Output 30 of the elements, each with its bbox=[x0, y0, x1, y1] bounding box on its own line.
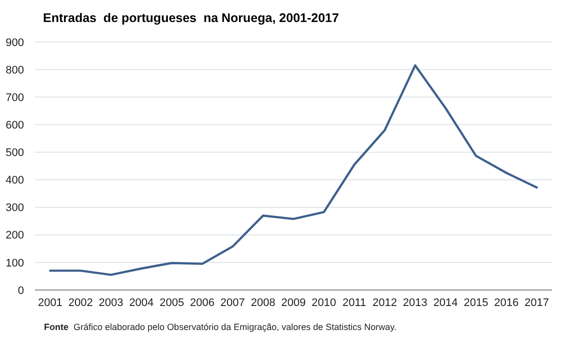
y-tick-label: 600 bbox=[6, 120, 24, 132]
x-tick-label: 2001 bbox=[38, 297, 62, 309]
y-tick-label: 800 bbox=[6, 64, 24, 76]
x-tick-label: 2006 bbox=[190, 297, 215, 309]
x-tick-label: 2011 bbox=[342, 297, 366, 309]
x-tick-label: 2002 bbox=[68, 297, 93, 309]
line-series bbox=[49, 64, 538, 276]
x-tick-label: 2015 bbox=[464, 297, 488, 309]
y-tick-label: 300 bbox=[6, 202, 24, 214]
x-tick-label: 2003 bbox=[98, 297, 124, 309]
x-tick-label: 2005 bbox=[160, 297, 184, 309]
x-tick-label: 2008 bbox=[250, 297, 276, 309]
chart-title: Entradas de portugueses na Noruega, 2001-2017 bbox=[43, 11, 339, 25]
y-tick-label: 900 bbox=[6, 36, 24, 49]
source-note: Fonte Gráfico elaborado pelo Observatório da Emigração, valores de Statistics Norway. bbox=[44, 322, 396, 332]
x-tick-label: 2009 bbox=[281, 297, 306, 309]
x-tick-label: 2014 bbox=[433, 297, 458, 309]
x-tick-label: 2017 bbox=[524, 297, 550, 309]
x-tick-label: 2010 bbox=[312, 297, 336, 309]
y-tick-label: 200 bbox=[6, 230, 24, 242]
x-tick-label: 2007 bbox=[220, 297, 245, 309]
y-tick-label: 0 bbox=[18, 284, 24, 297]
x-tick-label: 2004 bbox=[129, 297, 154, 309]
y-tick-label: 100 bbox=[6, 257, 24, 270]
y-tick-label: 700 bbox=[6, 92, 24, 104]
y-tick-label: 500 bbox=[6, 147, 24, 160]
x-tick-label: 2013 bbox=[402, 297, 428, 309]
x-tick-label: 2012 bbox=[372, 297, 397, 309]
x-tick-label: 2016 bbox=[494, 297, 519, 309]
y-tick-label: 400 bbox=[6, 174, 24, 187]
